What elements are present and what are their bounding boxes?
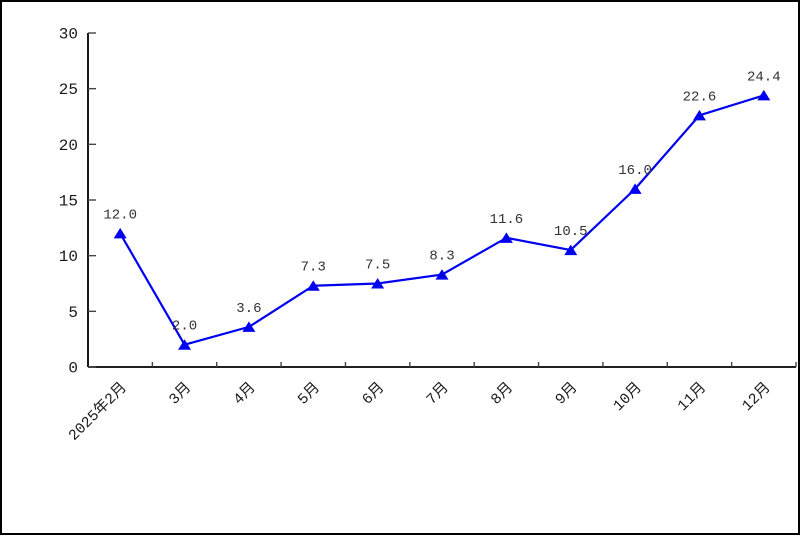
y-axis-tick-label: 0 — [68, 360, 78, 378]
data-point-marker — [306, 280, 320, 291]
data-point-marker — [435, 269, 449, 280]
data-point-label: 22.6 — [683, 89, 717, 105]
data-point-label: 7.3 — [301, 260, 326, 276]
x-axis-category-label: 12月 — [739, 380, 774, 415]
data-point-marker — [178, 339, 192, 350]
data-point-marker — [692, 109, 706, 121]
data-point-marker — [113, 227, 127, 239]
data-point-label: 12.0 — [103, 207, 137, 223]
x-axis-category-label: 11月 — [675, 380, 710, 415]
data-point-marker — [499, 232, 513, 243]
x-axis-category-label: 4月 — [230, 380, 259, 409]
y-axis-tick-label: 5 — [68, 304, 78, 322]
x-axis-category-label: 2025年2月 — [65, 379, 131, 445]
data-point-label: 3.6 — [236, 301, 261, 317]
data-point-marker — [757, 89, 771, 101]
data-point-label: 24.4 — [747, 69, 781, 85]
data-point-label: 2.0 — [172, 319, 197, 335]
data-point-label: 16.0 — [618, 163, 652, 179]
x-axis-category-label: 7月 — [424, 380, 453, 409]
y-axis-tick-label: 25 — [59, 81, 78, 99]
x-axis-category-label: 9月 — [552, 380, 581, 409]
data-point-marker — [371, 278, 385, 289]
data-point-label: 11.6 — [490, 212, 524, 228]
data-point-marker — [628, 183, 642, 194]
y-axis-tick-label: 20 — [59, 137, 78, 155]
x-axis-category-label: 3月 — [166, 380, 195, 409]
data-point-label: 7.5 — [365, 258, 390, 274]
data-point-label: 10.5 — [554, 224, 588, 240]
y-axis-tick-label: 30 — [59, 26, 78, 44]
x-axis-category-label: 10月 — [610, 380, 645, 415]
x-axis-category-label: 5月 — [295, 380, 324, 409]
x-axis-category-label: 6月 — [359, 380, 388, 409]
x-axis-category-label: 8月 — [488, 380, 517, 409]
y-axis-tick-label: 10 — [59, 248, 78, 266]
data-point-label: 8.3 — [429, 249, 454, 265]
data-series-line — [119, 94, 765, 347]
y-axis-tick-label: 15 — [59, 193, 78, 211]
data-point-marker — [564, 244, 578, 256]
data-point-marker — [242, 321, 256, 332]
